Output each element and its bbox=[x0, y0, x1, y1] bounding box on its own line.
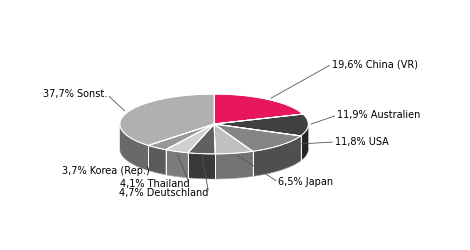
Polygon shape bbox=[214, 114, 308, 136]
Polygon shape bbox=[215, 151, 252, 179]
Polygon shape bbox=[120, 124, 148, 170]
Text: 6,5% Japan: 6,5% Japan bbox=[278, 177, 334, 187]
Polygon shape bbox=[165, 150, 188, 178]
Text: 11,9% Australien: 11,9% Australien bbox=[337, 110, 421, 120]
Polygon shape bbox=[214, 124, 252, 154]
Text: 19,6% China (VR): 19,6% China (VR) bbox=[332, 59, 418, 69]
Polygon shape bbox=[120, 94, 214, 146]
Text: 11,8% USA: 11,8% USA bbox=[335, 137, 389, 147]
Text: 3,7% Korea (Rep.): 3,7% Korea (Rep.) bbox=[62, 166, 150, 176]
Text: 37,7% Sonst.: 37,7% Sonst. bbox=[43, 90, 107, 100]
Polygon shape bbox=[301, 124, 308, 161]
Polygon shape bbox=[148, 124, 214, 150]
Polygon shape bbox=[214, 124, 301, 151]
Polygon shape bbox=[148, 146, 165, 175]
Polygon shape bbox=[165, 124, 214, 153]
Text: 4,7% Deutschland: 4,7% Deutschland bbox=[119, 188, 209, 198]
Polygon shape bbox=[214, 94, 303, 124]
Text: 4,1% Thailand: 4,1% Thailand bbox=[120, 179, 189, 189]
Polygon shape bbox=[188, 153, 215, 179]
Polygon shape bbox=[188, 124, 215, 154]
Polygon shape bbox=[252, 136, 301, 176]
